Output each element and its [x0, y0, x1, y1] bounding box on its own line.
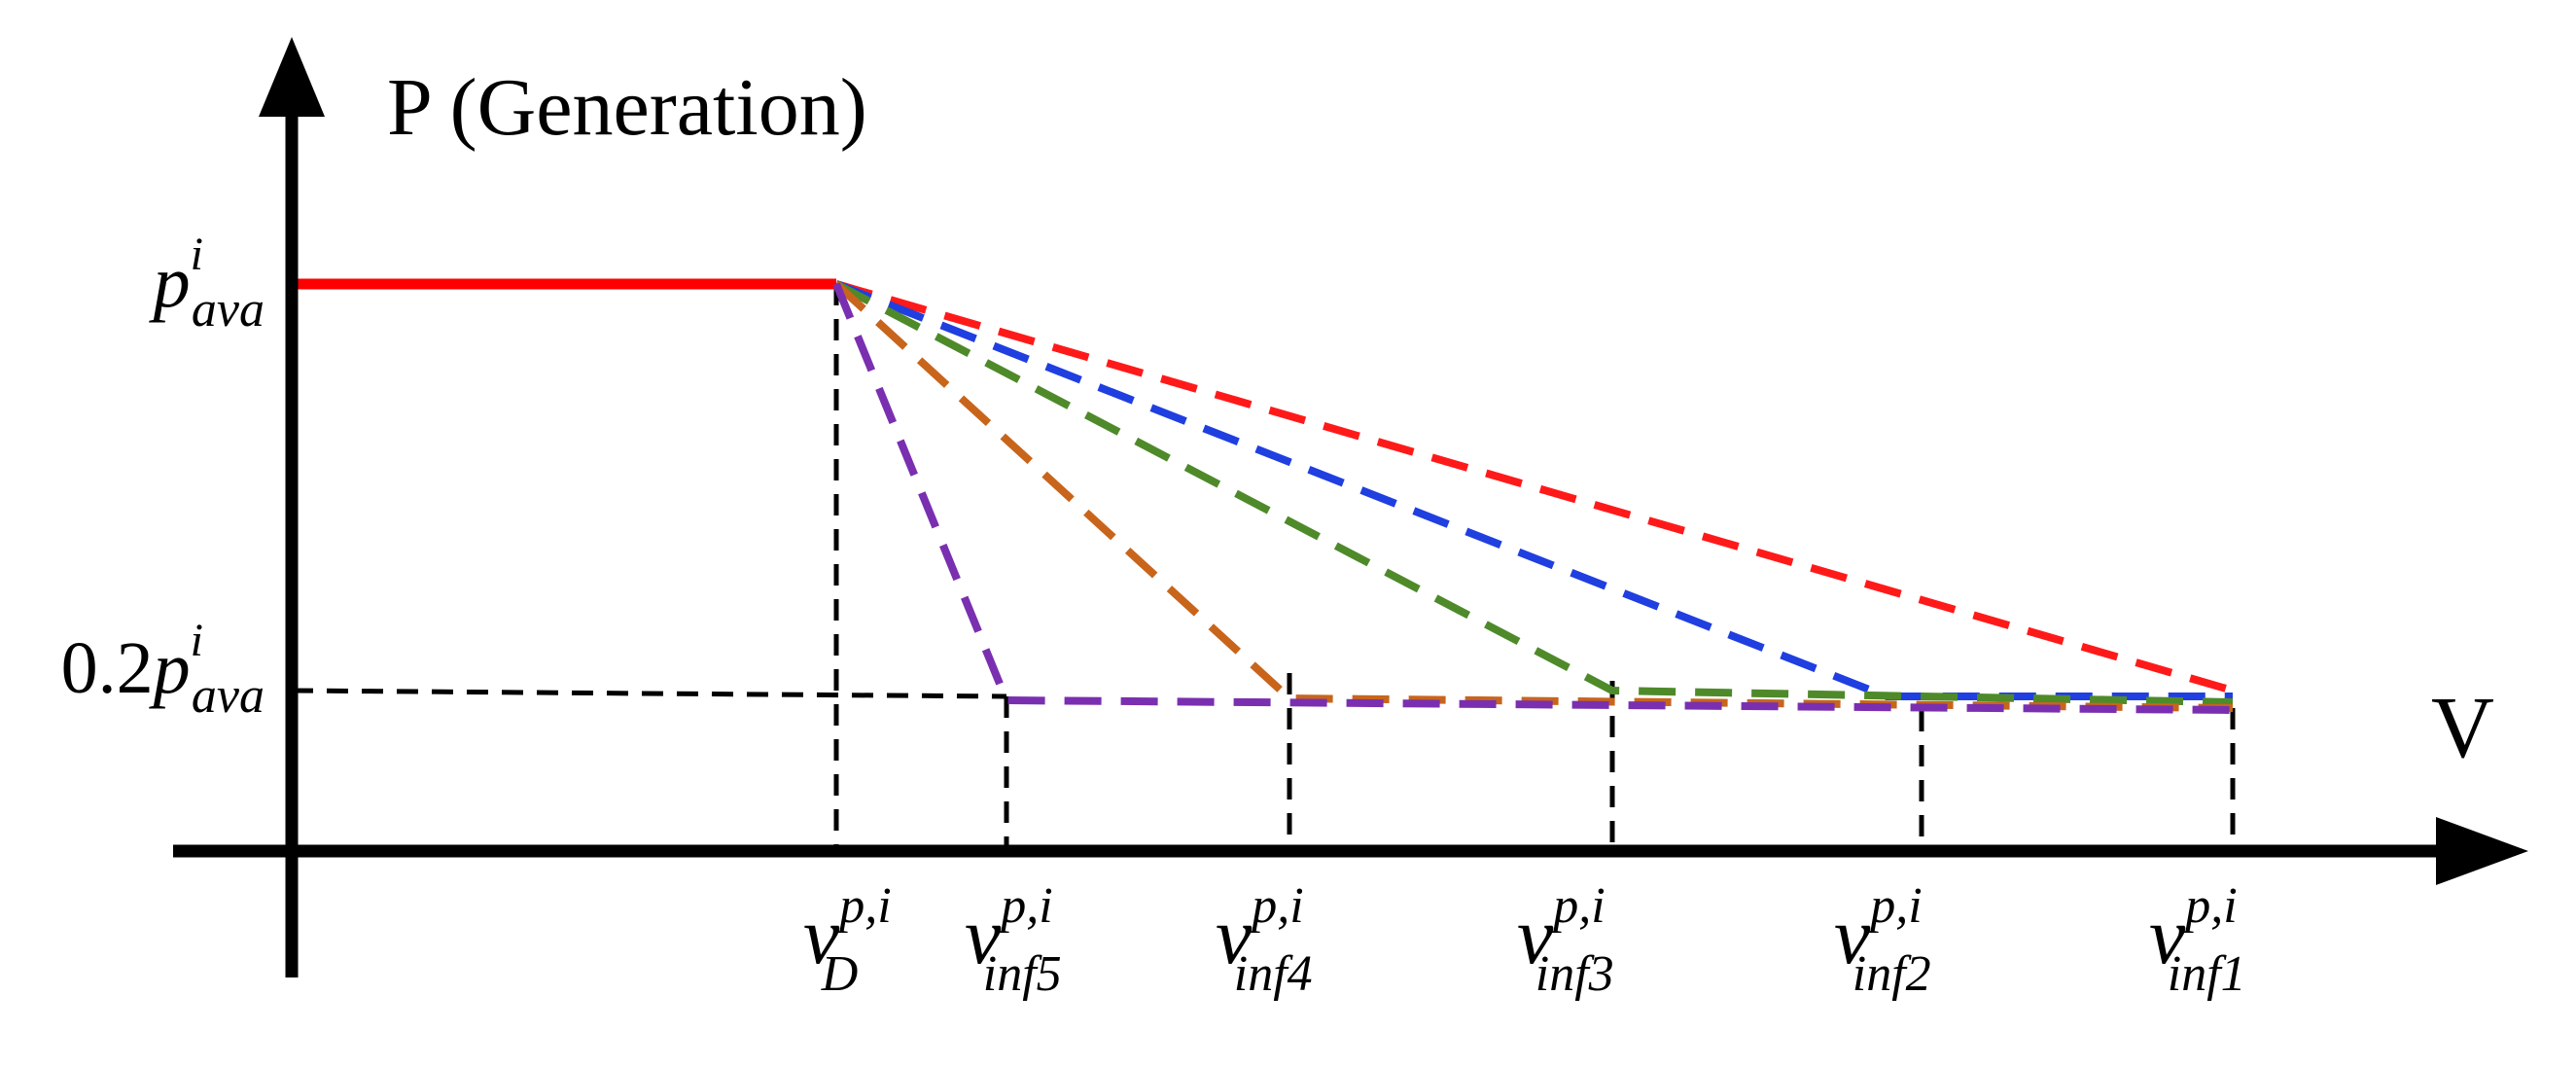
x-tick-labels: vp,i D vp,i inf5 vp,i inf4 vp,i inf3 vp,i inf… — [803, 878, 2246, 1002]
guide-lines — [291, 284, 2236, 848]
y-tick-p-min: 0.2pi ava — [61, 615, 265, 724]
curve-droop-inf3 — [834, 280, 2234, 706]
x-tick-v-inf2: vp,i inf2 — [1834, 878, 1931, 1002]
y-tick-p-ava: pi ava — [149, 229, 265, 338]
x-tick-v-inf4: vp,i inf4 — [1216, 878, 1313, 1002]
x-axis-title: V — [2431, 680, 2494, 776]
x-tick-v-inf5: vp,i inf5 — [965, 878, 1062, 1002]
curve-droop-inf1 — [834, 280, 2235, 694]
axes — [173, 37, 2528, 977]
x-tick-v-inf3: vp,i inf3 — [1517, 878, 1614, 1002]
curve-droop-inf4 — [833, 281, 2234, 712]
curve-droop-inf2 — [834, 280, 2233, 700]
guide-p-min — [291, 688, 1007, 699]
x-tick-v-d: vp,i D — [803, 878, 892, 1002]
x-tick-v-inf1: vp,i inf1 — [2149, 878, 2246, 1002]
y-axis-title: P (Generation) — [387, 62, 867, 153]
droop-curves — [832, 280, 2235, 714]
y-axis-arrow-icon — [259, 37, 325, 117]
x-axis-arrow-icon — [2436, 817, 2528, 885]
curve-droop-inf5 — [832, 282, 2234, 714]
